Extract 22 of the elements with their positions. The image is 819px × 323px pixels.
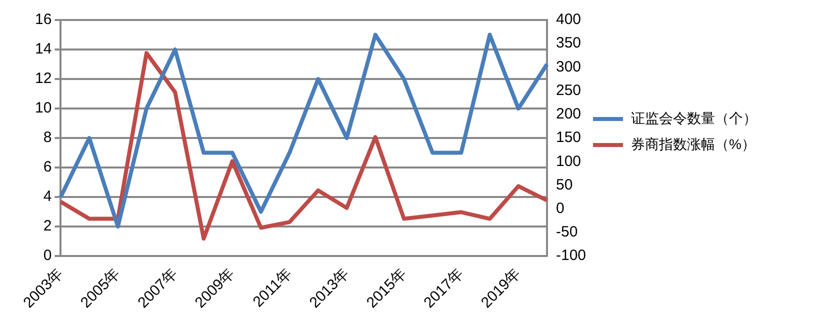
y2-tick-label: -50: [556, 224, 578, 241]
y2-tick-label: 350: [556, 34, 582, 52]
y-tick-label: 8: [43, 129, 52, 146]
y2-tick-label: 0: [556, 200, 564, 217]
legend-label: 券商指数涨幅（%）: [631, 136, 756, 154]
y2-tick-label: 100: [556, 152, 582, 170]
y2-tick-label: 200: [556, 106, 582, 123]
y-tick-label: 10: [34, 100, 52, 117]
y-tick-label: 4: [43, 188, 52, 206]
y2-tick-label: -100: [556, 247, 586, 264]
legend-label: 证监会令数量（个）: [631, 110, 757, 128]
y-tick-label: 14: [34, 40, 52, 58]
y-tick-label: 2: [43, 218, 52, 235]
y2-tick-label: 400: [556, 11, 582, 28]
y2-tick-label: 250: [556, 82, 582, 99]
y2-tick-label: 300: [556, 58, 582, 76]
y-tick-label: 6: [43, 158, 52, 176]
y-tick-label: 12: [34, 70, 52, 88]
y-tick-label: 0: [43, 247, 52, 264]
y2-tick-label: 50: [556, 176, 573, 194]
y-tick-label: 16: [34, 11, 52, 28]
y2-tick-label: 150: [556, 129, 582, 146]
